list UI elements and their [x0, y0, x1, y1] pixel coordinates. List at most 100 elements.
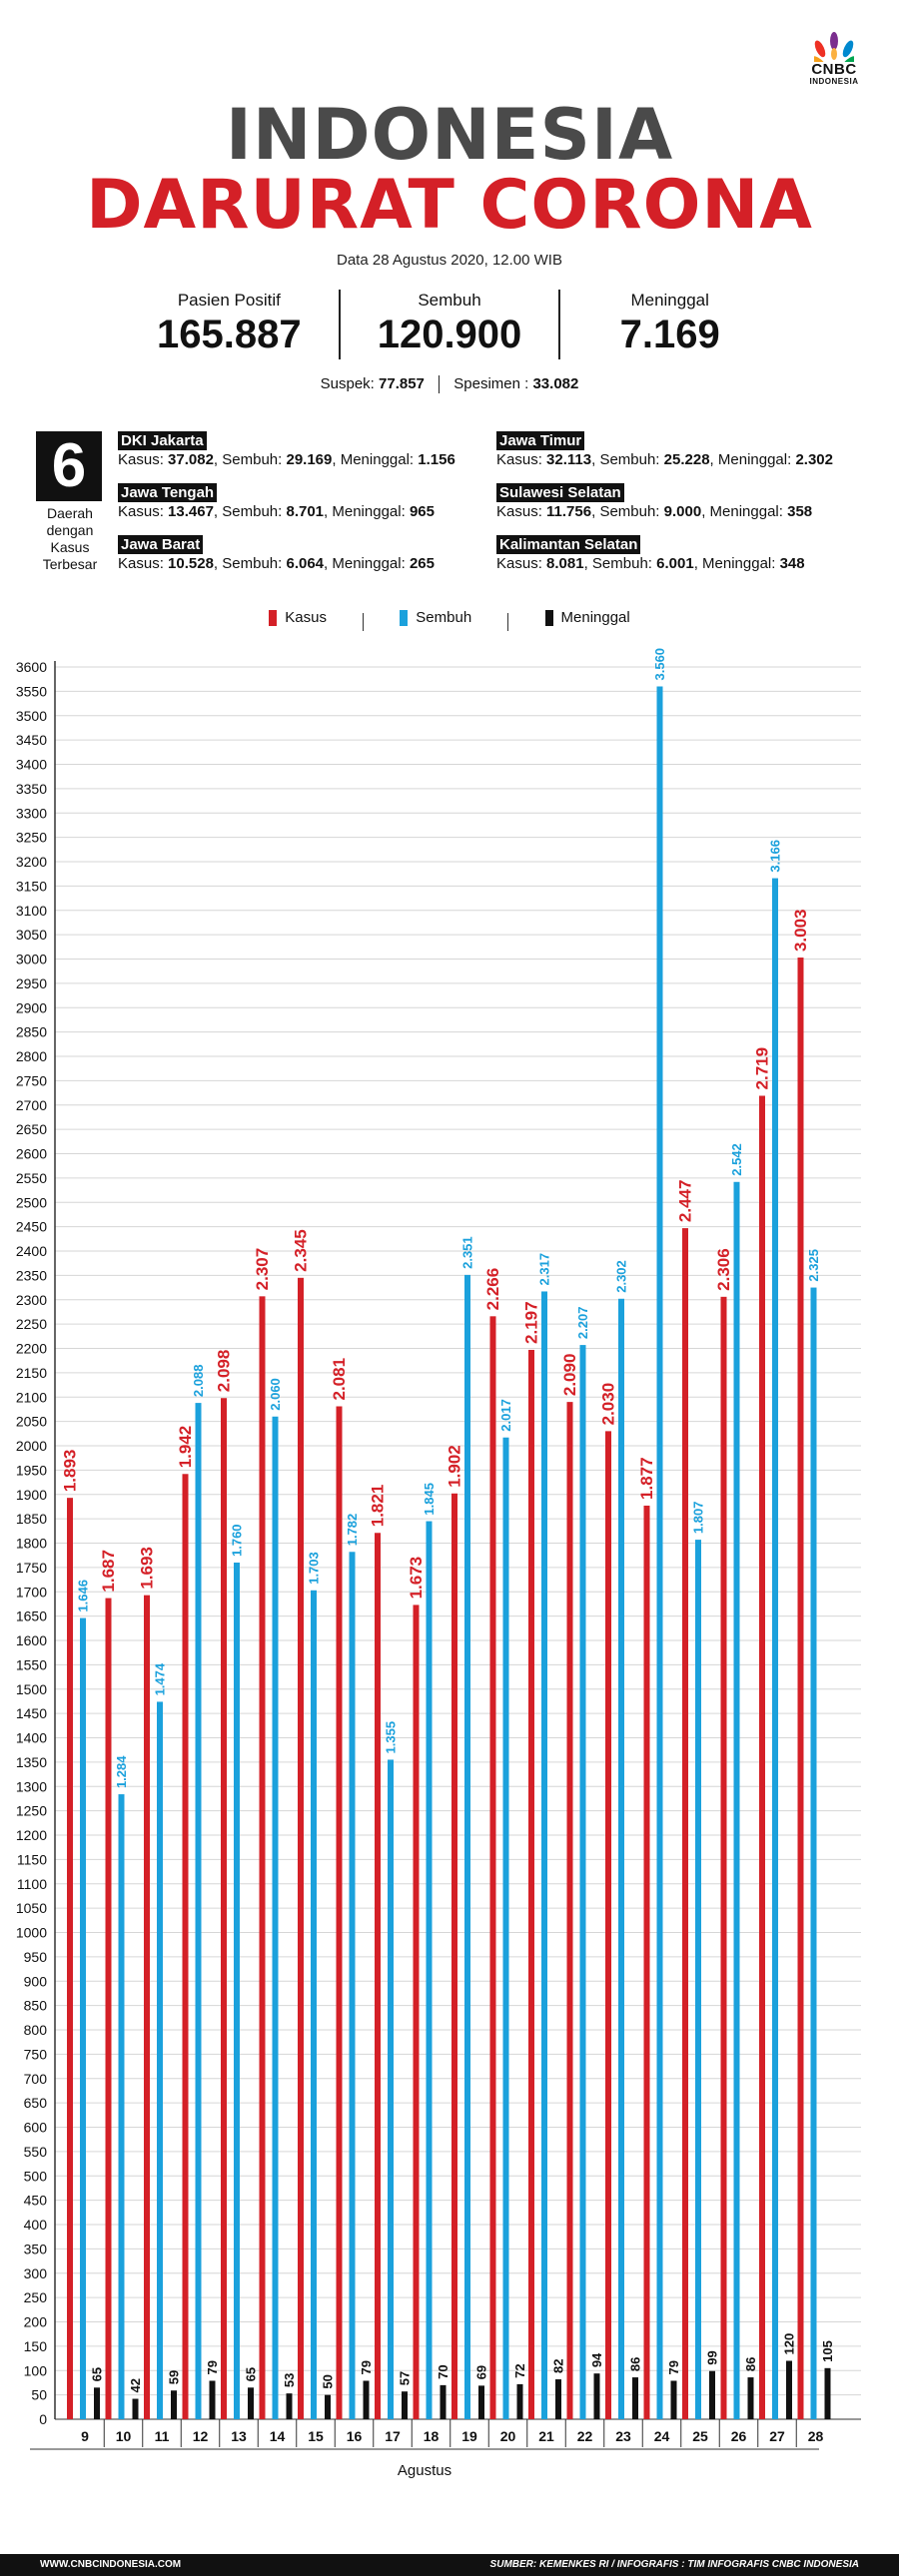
title-line-1: INDONESIA: [225, 94, 674, 176]
summary-stats: Pasien Positif 165.887 Sembuh 120.900 Me…: [120, 290, 779, 359]
title-line-2: DARURAT CORONA: [86, 166, 813, 245]
y-tick-label: 3300: [16, 805, 47, 821]
y-tick-label: 1900: [16, 1487, 47, 1503]
data-label: 1.821: [368, 1485, 387, 1528]
bar-sembuh: [195, 1403, 202, 2419]
data-label: 72: [512, 2363, 527, 2377]
spesimen-label: Spesimen :: [453, 375, 529, 392]
data-label: 2.542: [729, 1143, 744, 1176]
y-tick-label: 800: [24, 2022, 48, 2038]
bar-kasus: [413, 1605, 420, 2419]
stat-label: Meninggal: [630, 291, 709, 310]
data-label: 99: [704, 2350, 719, 2364]
bar-meninggal: [132, 2398, 139, 2419]
y-tick-label: 3000: [16, 952, 47, 967]
data-label: 1.284: [114, 1755, 129, 1788]
bar-meninggal: [402, 2391, 408, 2419]
bar-kasus: [643, 1505, 650, 2419]
bar-meninggal: [440, 2384, 447, 2419]
bar-sembuh: [80, 1617, 86, 2419]
legend-label: Kasus: [285, 609, 327, 626]
y-tick-label: 3250: [16, 830, 47, 846]
y-tick-label: 1150: [17, 1851, 47, 1867]
y-tick-label: 1600: [16, 1632, 47, 1648]
data-label: 2.030: [598, 1383, 617, 1426]
bar-sembuh: [426, 1521, 433, 2419]
dateline: Data 28 Agustus 2020, 12.00 WIB: [337, 252, 562, 269]
bar-sembuh: [388, 1759, 394, 2419]
region-detail: Kasus: 10.528, Sembuh: 6.064, Meninggal:…: [118, 555, 435, 572]
legend-label: Sembuh: [416, 609, 472, 626]
y-tick-label: 2450: [16, 1219, 47, 1235]
data-label: 2.197: [521, 1301, 540, 1344]
y-tick-label: 1000: [16, 1925, 47, 1941]
stat-positive: Pasien Positif 165.887: [120, 290, 339, 359]
bar-kasus: [105, 1598, 112, 2419]
bar-sembuh: [772, 878, 778, 2420]
y-tick-label: 1800: [16, 1536, 47, 1552]
bar-meninggal: [209, 2380, 216, 2419]
data-label: 2.317: [536, 1253, 551, 1286]
region-item: Jawa Tengah Kasus: 13.467, Sembuh: 8.701,…: [118, 483, 435, 521]
y-tick-label: 3400: [16, 757, 47, 773]
region-detail: Kasus: 13.467, Sembuh: 8.701, Meninggal:…: [118, 503, 435, 520]
data-label: 1.673: [407, 1557, 426, 1600]
y-tick-label: 2250: [16, 1316, 47, 1332]
y-tick-label: 3550: [16, 683, 47, 699]
data-label: 2.306: [714, 1248, 733, 1291]
x-tick-label: 14: [270, 2428, 286, 2444]
data-label: 94: [589, 2352, 604, 2367]
y-tick-label: 2950: [16, 975, 47, 991]
data-label: 3.560: [652, 648, 667, 681]
bar-sembuh: [541, 1291, 547, 2419]
stat-deaths: Meninggal 7.169: [558, 290, 779, 359]
sub-stats: Suspek: 77.857 Spesimen : 33.082: [0, 375, 899, 394]
y-tick-label: 3350: [16, 781, 47, 797]
region-detail: Kasus: 37.082, Sembuh: 29.169, Meninggal…: [118, 451, 455, 468]
y-tick-label: 1250: [16, 1803, 47, 1819]
data-label: 1.646: [75, 1580, 90, 1612]
x-tick-label: 18: [424, 2428, 440, 2444]
footer: WWW.CNBCINDONESIA.COM SUMBER: KEMENKES R…: [0, 2554, 899, 2576]
region-item: Kalimantan Selatan Kasus: 8.081, Sembuh: …: [496, 535, 805, 573]
bar-sembuh: [618, 1298, 624, 2419]
bar-sembuh: [157, 1701, 163, 2419]
legend-swatch: [269, 609, 278, 626]
stat-recovered: Sembuh 120.900: [338, 290, 559, 359]
data-label: 53: [282, 2373, 297, 2387]
region-name: Kalimantan Selatan: [496, 535, 641, 554]
y-tick-label: 1550: [16, 1656, 47, 1672]
stat-label: Sembuh: [418, 291, 481, 310]
bar-meninggal: [555, 2379, 561, 2419]
legend-sembuh: Sembuh: [400, 609, 471, 626]
x-tick-label: 28: [808, 2428, 824, 2444]
y-tick-label: 700: [24, 2071, 48, 2087]
bar-sembuh: [311, 1590, 317, 2419]
y-tick-label: 1350: [16, 1754, 47, 1770]
y-tick-label: 2900: [16, 999, 47, 1015]
data-label: 69: [473, 2365, 488, 2379]
data-label: 2.098: [214, 1350, 233, 1393]
legend-swatch: [400, 609, 409, 626]
bar-meninggal: [171, 2390, 177, 2419]
y-tick-label: 750: [24, 2046, 48, 2062]
stat-value: 7.169: [619, 313, 720, 356]
legend-kasus: Kasus: [269, 609, 327, 626]
y-tick-label: 350: [24, 2241, 48, 2256]
region-item: Jawa Barat Kasus: 10.528, Sembuh: 6.064, …: [118, 535, 435, 573]
y-tick-label: 200: [24, 2314, 48, 2330]
bar-meninggal: [94, 2387, 100, 2419]
data-label: 105: [820, 2340, 835, 2362]
y-tick-label: 2100: [16, 1389, 47, 1405]
bar-meninggal: [786, 2360, 792, 2419]
y-tick-label: 150: [24, 2338, 48, 2354]
bar-kasus: [144, 1595, 150, 2419]
bar-meninggal: [747, 2377, 754, 2419]
bar-sembuh: [810, 1287, 817, 2419]
stat-value: 120.900: [377, 313, 522, 356]
bar-kasus: [605, 1431, 611, 2419]
data-label: 120: [781, 2333, 796, 2355]
y-tick-label: 2000: [16, 1438, 47, 1454]
y-tick-label: 1650: [16, 1609, 47, 1624]
bar-kasus: [566, 1402, 573, 2419]
